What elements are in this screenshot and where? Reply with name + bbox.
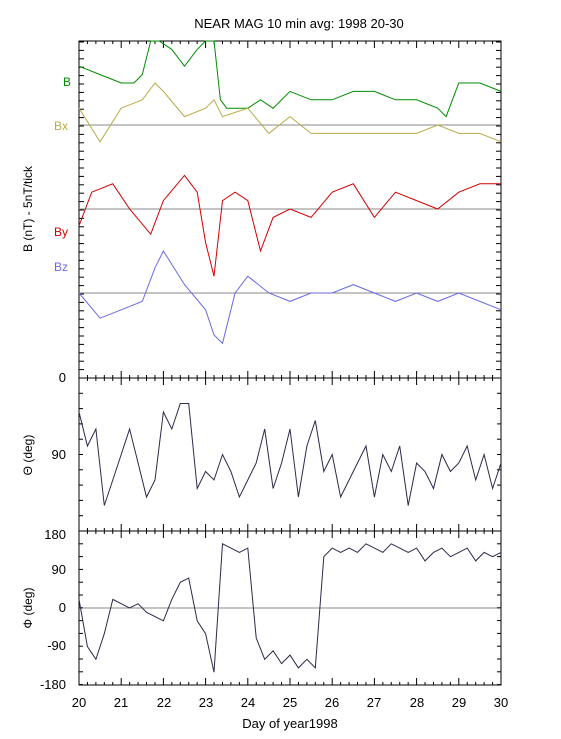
phi-ylabel: Φ (deg)	[21, 588, 35, 629]
x-tick-label: 20	[72, 695, 86, 710]
series-line-phi	[78, 543, 502, 673]
series-line-bz	[78, 249, 502, 345]
series-label-bz: Bz	[54, 260, 68, 274]
phi-tick-neg180: -180	[40, 677, 66, 692]
series-line-b	[78, 40, 502, 118]
b-zero-tick: 0	[59, 370, 66, 385]
theta-panel-frame	[78, 377, 502, 532]
x-tick-label: 24	[241, 695, 255, 710]
series-layer	[78, 40, 502, 673]
x-tick-label: 28	[410, 695, 424, 710]
x-tick-label: 27	[367, 695, 381, 710]
x-tick-label: 25	[283, 695, 297, 710]
x-tick-label: 30	[494, 695, 508, 710]
series-label-b: B	[63, 75, 71, 89]
x-tick-label: 22	[157, 695, 171, 710]
phi-tick-90: 90	[52, 562, 66, 577]
x-tick-label: 26	[325, 695, 339, 710]
x-tick-label: 21	[114, 695, 128, 710]
chart-title: NEAR MAG 10 min avg: 1998 20-30	[194, 16, 404, 31]
theta-ylabel: Θ (deg)	[21, 435, 35, 476]
series-line-theta	[78, 403, 502, 506]
theta-tick-90: 90	[52, 447, 66, 462]
series-label-by: By	[54, 225, 68, 239]
series-line-by	[78, 174, 501, 277]
b-ylabel: B (nT) - 5nT/tick	[21, 165, 35, 252]
x-axis-label: Day of year1998	[242, 716, 337, 731]
phi-tick-0: 0	[59, 600, 66, 615]
phi-tick-180: 180	[44, 527, 66, 542]
x-tick-label: 29	[452, 695, 466, 710]
x-tick-label: 23	[199, 695, 213, 710]
series-label-bx: Bx	[54, 119, 68, 133]
x-tick-labels: 20 21 22 23 24 25 26 27 28 29 30	[72, 695, 508, 710]
tick-marks	[78, 41, 502, 686]
series-line-bx	[78, 82, 502, 143]
phi-tick-neg90: -90	[47, 638, 66, 653]
